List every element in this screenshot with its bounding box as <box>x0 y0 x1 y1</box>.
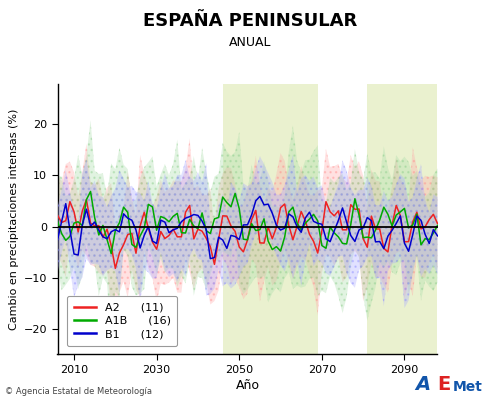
Text: A: A <box>415 375 430 394</box>
Legend: A2      (11), A1B      (16), B1      (12): A2 (11), A1B (16), B1 (12) <box>67 296 178 346</box>
Bar <box>222 84 318 354</box>
Text: ANUAL: ANUAL <box>229 36 271 49</box>
Y-axis label: Cambio en precipitaciones intensas (%): Cambio en precipitaciones intensas (%) <box>10 108 20 330</box>
X-axis label: Año: Año <box>236 379 260 392</box>
Text: ESPAÑA PENINSULAR: ESPAÑA PENINSULAR <box>143 12 357 30</box>
Bar <box>368 84 438 354</box>
Text: Met: Met <box>452 380 482 394</box>
Text: © Agencia Estatal de Meteorología: © Agencia Estatal de Meteorología <box>5 387 152 396</box>
Text: E: E <box>438 375 451 394</box>
